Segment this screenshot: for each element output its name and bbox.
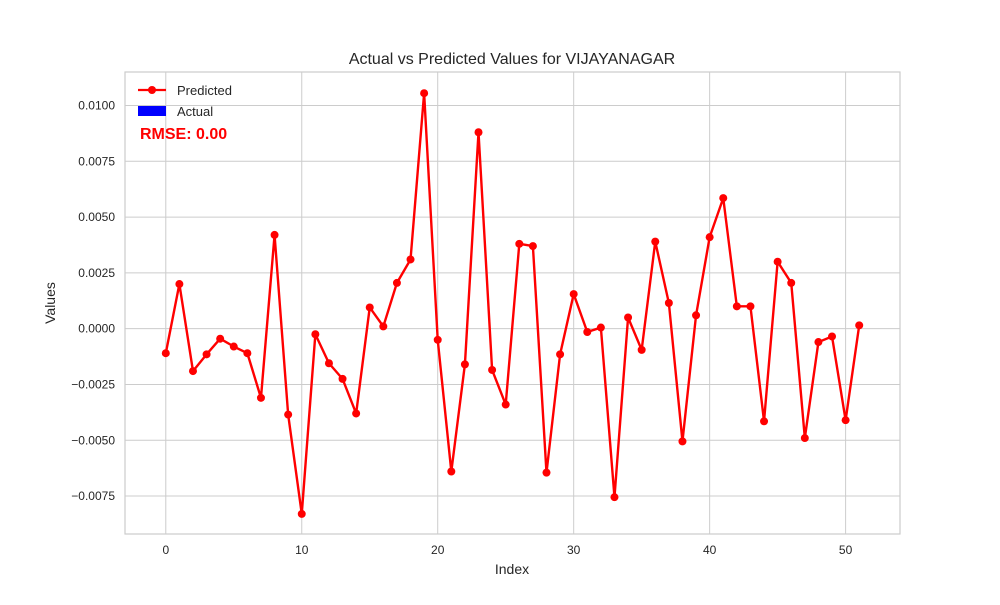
data-point — [229, 342, 238, 351]
y-tick-label: −0.0025 — [71, 377, 115, 391]
data-point — [392, 278, 401, 287]
data-point — [515, 239, 524, 248]
data-point — [651, 237, 660, 246]
y-axis-label: Values — [42, 282, 58, 324]
data-point — [175, 280, 184, 289]
data-point — [705, 233, 714, 242]
x-tick-label: 20 — [431, 543, 445, 557]
y-tick-label: −0.0075 — [71, 489, 115, 503]
data-point — [637, 345, 646, 354]
data-point — [406, 255, 415, 264]
data-point — [474, 128, 483, 137]
data-point — [610, 493, 619, 502]
data-point — [188, 367, 197, 376]
data-point — [814, 338, 823, 347]
data-point — [678, 437, 687, 446]
data-point — [488, 365, 497, 374]
data-point — [569, 290, 578, 299]
data-point — [719, 194, 728, 203]
x-tick-label: 40 — [703, 543, 717, 557]
legend-actual-label: Actual — [177, 104, 213, 119]
rmse-annotation: RMSE: 0.00 — [140, 126, 227, 143]
data-point — [692, 311, 701, 320]
data-point — [501, 400, 510, 409]
legend-predicted-label: Predicted — [177, 83, 232, 98]
data-point — [202, 350, 211, 359]
data-point — [828, 332, 837, 341]
data-point — [800, 434, 809, 443]
x-tick-label: 10 — [295, 543, 309, 557]
data-point — [664, 299, 673, 307]
data-point — [256, 393, 265, 402]
x-axis-label: Index — [495, 561, 529, 577]
y-tick-label: 0.0100 — [78, 98, 115, 112]
legend-predicted-marker — [148, 86, 156, 94]
data-point — [583, 328, 592, 337]
tick-labels: 0 10 20 30 40 50 −0.0075 −0.0050 −0.0025 0.0000 0.… — [71, 98, 852, 557]
y-tick-label: 0.0050 — [78, 210, 115, 224]
data-point — [773, 257, 782, 266]
y-tick-label: 0.0000 — [78, 322, 115, 336]
y-tick-label: 0.0075 — [78, 154, 115, 168]
data-point — [855, 321, 864, 330]
data-point — [284, 410, 293, 419]
y-tick-label: −0.0050 — [71, 433, 115, 447]
data-point — [624, 313, 633, 322]
data-point — [746, 302, 755, 311]
data-point — [841, 416, 850, 425]
data-point — [352, 409, 361, 418]
data-point — [542, 468, 551, 477]
legend: Predicted Actual — [138, 83, 232, 119]
data-point — [420, 89, 429, 98]
data-point — [556, 350, 565, 359]
data-point — [433, 335, 442, 344]
data-point — [324, 359, 333, 368]
legend-actual-patch — [138, 106, 166, 116]
data-point — [528, 242, 537, 251]
plot-frame — [124, 71, 901, 535]
series-line-predicted — [164, 92, 861, 516]
data-point — [311, 330, 320, 339]
x-tick-label: 0 — [162, 543, 169, 557]
data-point — [787, 278, 796, 287]
data-point — [365, 303, 374, 312]
data-point — [161, 349, 170, 358]
data-point — [760, 417, 769, 426]
chart-title: Actual vs Predicted Values for VIJAYANAG… — [349, 51, 675, 68]
data-point — [338, 374, 347, 383]
data-point — [216, 334, 225, 343]
data-point — [732, 302, 741, 311]
data-point — [447, 467, 456, 476]
data-point — [297, 509, 306, 518]
x-tick-label: 50 — [839, 543, 853, 557]
x-tick-label: 30 — [567, 543, 581, 557]
series-layer — [161, 89, 864, 518]
data-point — [379, 322, 388, 331]
data-point — [596, 323, 605, 332]
data-point — [243, 349, 252, 358]
y-tick-label: 0.0025 — [78, 266, 115, 280]
plot-area — [125, 72, 900, 534]
data-point — [460, 360, 469, 369]
data-point — [270, 230, 279, 239]
